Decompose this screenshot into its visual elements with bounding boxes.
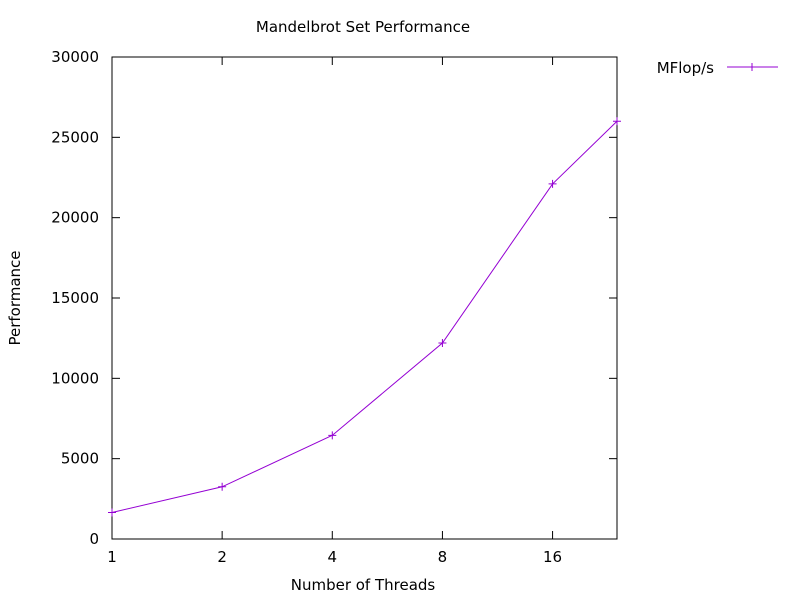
y-axis-label: Performance [6, 250, 24, 345]
y-tick-label: 15000 [51, 289, 99, 307]
x-tick-label: 16 [543, 548, 562, 566]
x-ticks: 1 2 4 8 16 [107, 57, 562, 566]
legend-marker [748, 63, 756, 71]
y-tick-label: 0 [89, 530, 99, 548]
chart-title: Mandelbrot Set Performance [256, 18, 470, 36]
x-tick-label: 2 [217, 548, 227, 566]
x-tick-label: 1 [107, 548, 117, 566]
y-tick-label: 10000 [51, 369, 99, 387]
legend-label: MFlop/s [657, 59, 714, 77]
data-point [548, 179, 557, 188]
legend: MFlop/s [657, 59, 778, 77]
plot-frame [111, 56, 618, 540]
series-layer [108, 117, 621, 517]
y-tick-label: 25000 [51, 128, 99, 146]
y-ticks: 0 5000 10000 15000 20000 25000 30000 [51, 48, 617, 548]
data-point [613, 117, 621, 126]
data-point [108, 508, 116, 517]
y-tick-label: 30000 [51, 48, 99, 66]
x-axis-label: Number of Threads [291, 576, 436, 594]
series-line [111, 120, 618, 513]
x-tick-label: 8 [438, 548, 448, 566]
y-tick-label: 20000 [51, 209, 99, 227]
x-tick-label: 4 [328, 548, 338, 566]
data-point [438, 338, 447, 347]
data-point [328, 431, 337, 440]
data-point [218, 482, 227, 491]
y-tick-label: 5000 [61, 450, 99, 468]
